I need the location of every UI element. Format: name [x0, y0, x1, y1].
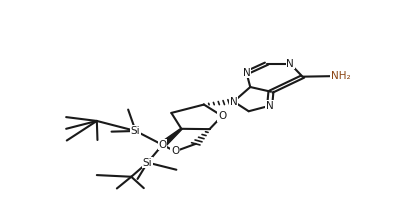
Text: Si: Si: [131, 126, 141, 136]
Text: O: O: [158, 140, 167, 150]
Text: N: N: [286, 59, 294, 69]
Text: N: N: [243, 68, 250, 78]
Text: O: O: [171, 146, 179, 156]
Text: O: O: [218, 111, 226, 121]
Text: N: N: [230, 97, 238, 107]
Text: NH₂: NH₂: [331, 71, 350, 81]
Text: Si: Si: [143, 158, 152, 168]
Text: N: N: [266, 101, 274, 111]
Polygon shape: [159, 128, 182, 146]
